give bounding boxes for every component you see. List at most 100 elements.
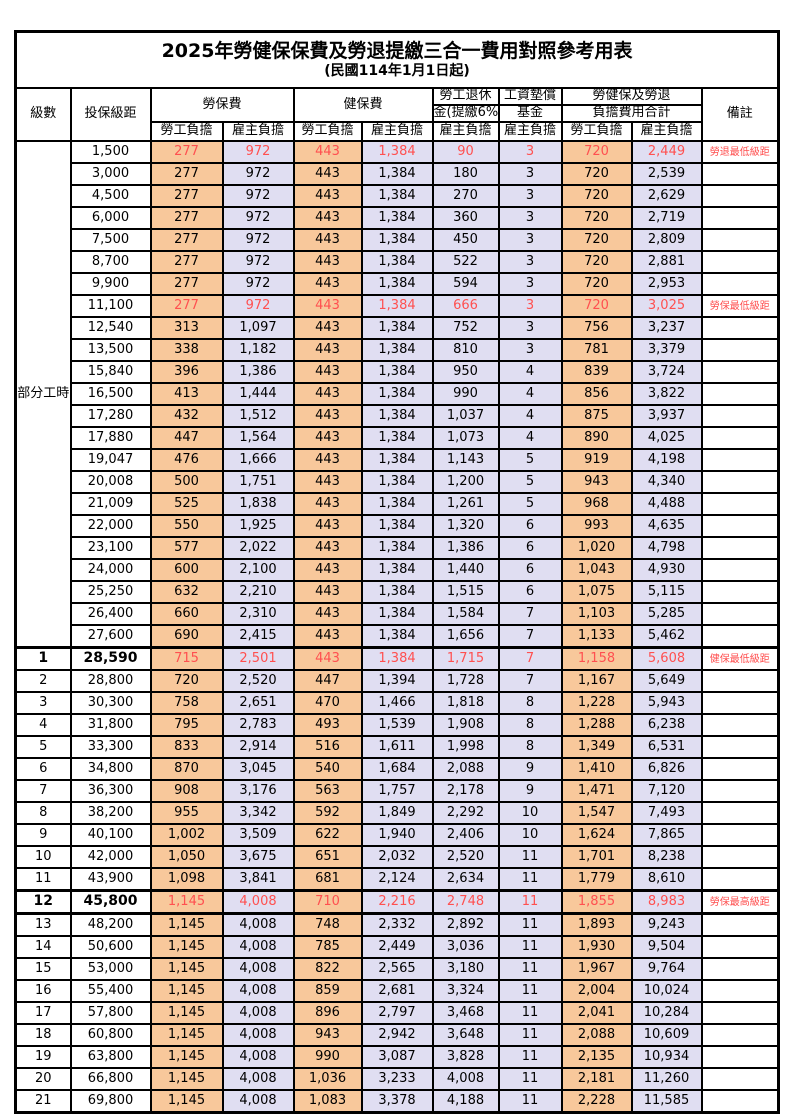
total-employee-cell: 1,471	[560, 779, 633, 803]
remark-cell	[700, 1001, 780, 1025]
total-employer-cell: 2,449	[630, 140, 703, 164]
labor-employer-cell: 1,838	[221, 492, 295, 516]
health-employee-cell: 493	[292, 713, 363, 737]
total-employee-cell: 720	[560, 294, 633, 318]
subheader-health-employer: 雇主負擔	[360, 121, 434, 142]
subheader-wage-fund-employer: 雇主負擔	[497, 121, 563, 142]
table-row: 10 42,000 1,050 3,675 651 2,032 2,520 11 1,701 8,…	[14, 845, 780, 869]
bracket-cell: 1,500	[69, 140, 152, 164]
remark-cell	[700, 272, 780, 296]
total-employee-cell: 1,288	[560, 713, 633, 737]
labor-employee-cell: 1,145	[149, 957, 224, 981]
health-employer-cell: 1,466	[360, 691, 434, 715]
table-row: 4 31,800 795 2,783 493 1,539 1,908 8 1,288 6,238	[14, 713, 780, 737]
bracket-cell: 30,300	[69, 691, 152, 715]
table-row: 3 30,300 758 2,651 470 1,466 1,818 8 1,228 5,943	[14, 691, 780, 715]
remark-cell	[700, 713, 780, 737]
total-employee-cell: 2,041	[560, 1001, 633, 1025]
level-cell: 14	[14, 935, 72, 959]
health-employer-cell: 1,384	[360, 470, 434, 494]
total-employer-cell: 6,826	[630, 757, 703, 781]
header-level: 級數	[14, 87, 72, 142]
labor-employee-cell: 660	[149, 602, 224, 626]
health-employer-cell: 2,942	[360, 1023, 434, 1047]
level-cell: 11	[14, 867, 72, 892]
table-row: 17,280 432 1,512 443 1,384 1,037 4 875 3,937	[16, 404, 780, 428]
pension-employer-cell: 1,143	[431, 448, 500, 472]
labor-employee-cell: 720	[149, 669, 224, 693]
labor-employee-cell: 690	[149, 624, 224, 649]
labor-employer-cell: 972	[221, 162, 295, 186]
health-employee-cell: 1,083	[292, 1089, 363, 1114]
labor-employer-cell: 972	[221, 184, 295, 208]
remark-cell	[700, 735, 780, 759]
wage-fund-employer-cell: 8	[497, 735, 563, 759]
wage-fund-employer-cell: 3	[497, 228, 563, 252]
title-row: 2025年勞健保保費及勞退提繳三合一費用對照參考用表 (民國114年1月1日起)	[14, 30, 780, 89]
table-row: 6 34,800 870 3,045 540 1,684 2,088 9 1,410 6,826	[14, 757, 780, 781]
health-employer-cell: 1,384	[360, 646, 434, 671]
table-row: 4,500 277 972 443 1,384 270 3 720 2,629	[16, 184, 780, 208]
header-health-fee: 健保費	[292, 87, 434, 123]
health-employee-cell: 443	[292, 580, 363, 604]
table-row: 11,100 277 972 443 1,384 666 3 720 3,025 勞保最低級距	[16, 294, 780, 318]
remark-cell	[700, 448, 780, 472]
subheader-labor-employer: 雇主負擔	[221, 121, 295, 142]
wage-fund-employer-cell: 3	[497, 162, 563, 186]
health-employee-cell: 443	[292, 646, 363, 671]
remark-cell	[700, 536, 780, 560]
header-pension-line1: 勞工退休	[431, 87, 500, 106]
health-employer-cell: 1,384	[360, 492, 434, 516]
total-employee-cell: 720	[560, 162, 633, 186]
total-employee-cell: 1,020	[560, 536, 633, 560]
bracket-cell: 28,590	[69, 646, 152, 671]
bracket-cell: 22,000	[69, 514, 152, 538]
labor-employee-cell: 396	[149, 360, 224, 384]
labor-employer-cell: 4,008	[221, 935, 295, 959]
table-row: 20,008 500 1,751 443 1,384 1,200 5 943 4,340	[16, 470, 780, 494]
wage-fund-employer-cell: 5	[497, 492, 563, 516]
table-row: 13,500 338 1,182 443 1,384 810 3 781 3,379	[16, 338, 780, 362]
level-cell: 18	[14, 1023, 72, 1047]
labor-employee-cell: 500	[149, 470, 224, 494]
pension-employer-cell: 1,515	[431, 580, 500, 604]
labor-employer-cell: 1,751	[221, 470, 295, 494]
bracket-cell: 48,200	[69, 912, 152, 937]
bracket-cell: 31,800	[69, 713, 152, 737]
health-employer-cell: 1,849	[360, 801, 434, 825]
health-employee-cell: 443	[292, 206, 363, 230]
labor-employer-cell: 1,512	[221, 404, 295, 428]
wage-fund-employer-cell: 3	[497, 338, 563, 362]
health-employee-cell: 785	[292, 935, 363, 959]
health-employer-cell: 1,940	[360, 823, 434, 847]
pension-employer-cell: 3,324	[431, 979, 500, 1003]
level-cell: 6	[14, 757, 72, 781]
total-employer-cell: 3,724	[630, 360, 703, 384]
total-employer-cell: 5,285	[630, 602, 703, 626]
pension-employer-cell: 1,440	[431, 558, 500, 582]
total-employer-cell: 9,764	[630, 957, 703, 981]
table-row: 12,540 313 1,097 443 1,384 752 3 756 3,237	[16, 316, 780, 340]
table-row: 12 45,800 1,145 4,008 710 2,216 2,748 11 1,855 8,…	[14, 889, 780, 915]
total-employer-cell: 6,531	[630, 735, 703, 759]
wage-fund-employer-cell: 6	[497, 580, 563, 604]
level-cell: 12	[14, 889, 72, 915]
wage-fund-employer-cell: 11	[497, 935, 563, 959]
total-employer-cell: 4,635	[630, 514, 703, 538]
health-employee-cell: 443	[292, 294, 363, 318]
total-employee-cell: 2,228	[560, 1089, 633, 1114]
total-employer-cell: 7,865	[630, 823, 703, 847]
labor-employer-cell: 4,008	[221, 957, 295, 981]
remark-cell	[700, 1023, 780, 1047]
wage-fund-employer-cell: 4	[497, 404, 563, 428]
total-employee-cell: 1,228	[560, 691, 633, 715]
remark-cell	[700, 1045, 780, 1069]
table-row: 2 28,800 720 2,520 447 1,394 1,728 7 1,167 5,649	[14, 669, 780, 693]
remark-cell	[700, 250, 780, 274]
health-employee-cell: 592	[292, 801, 363, 825]
total-employer-cell: 4,198	[630, 448, 703, 472]
wage-fund-employer-cell: 3	[497, 316, 563, 340]
bracket-cell: 11,100	[69, 294, 152, 318]
remark-cell	[700, 558, 780, 582]
remark-cell	[700, 360, 780, 384]
